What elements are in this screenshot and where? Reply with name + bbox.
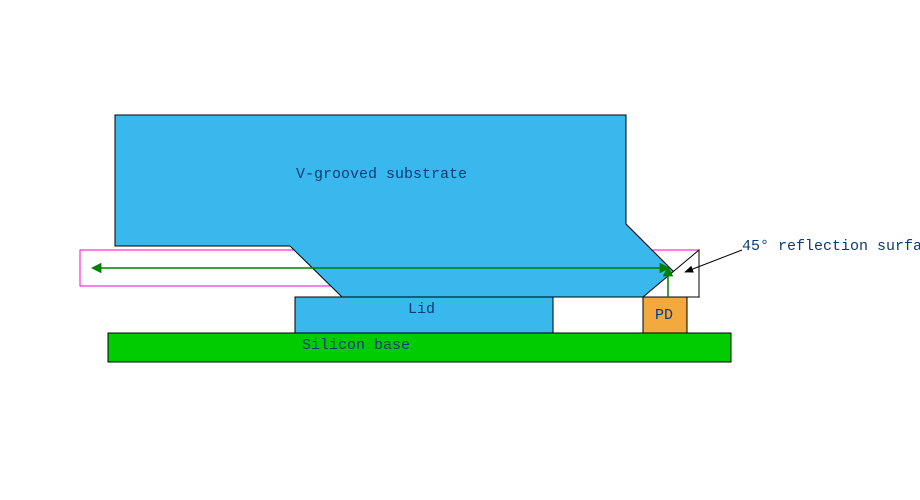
substrate-label: V-grooved substrate — [296, 166, 467, 183]
base-label: Silicon base — [302, 337, 410, 354]
reflection-label: 45° reflection surface — [742, 238, 920, 255]
pd-label: PD — [655, 307, 673, 324]
silicon-base-shape — [108, 333, 731, 362]
lid-label: Lid — [408, 301, 435, 318]
v-grooved-substrate-shape — [115, 115, 699, 297]
diagram-stage: V-grooved substrate 45° reflection surfa… — [0, 0, 920, 500]
